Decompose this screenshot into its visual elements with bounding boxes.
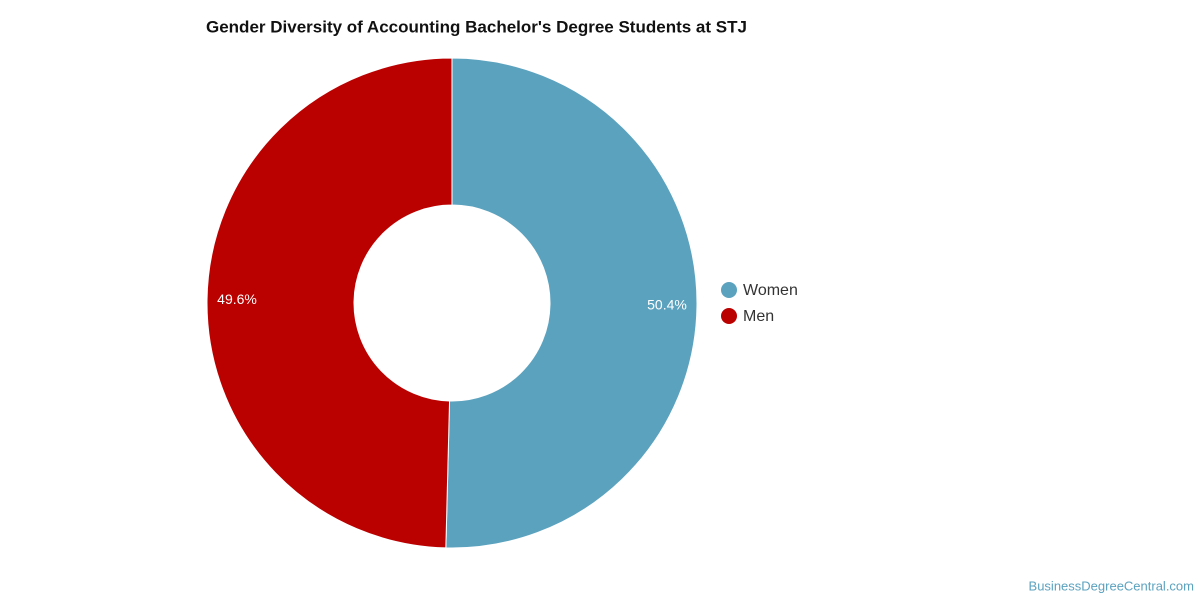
data-label: 50.4% bbox=[647, 296, 687, 312]
legend-swatch bbox=[721, 308, 737, 324]
donut-slice bbox=[445, 57, 698, 549]
data-label: 49.6% bbox=[217, 291, 257, 307]
legend-swatch bbox=[721, 282, 737, 298]
donut-slice bbox=[206, 57, 453, 549]
chart-title: Gender Diversity of Accounting Bachelor'… bbox=[206, 17, 747, 36]
source-credit[interactable]: BusinessDegreeCentral.com bbox=[1029, 578, 1194, 593]
legend-label: Men bbox=[743, 308, 774, 325]
legend-label: Women bbox=[743, 282, 798, 299]
